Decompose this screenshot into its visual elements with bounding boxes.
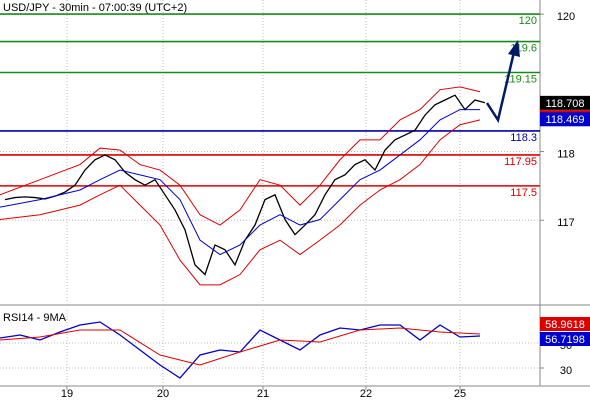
- series-line: [0, 327, 481, 366]
- x-tick-label: 21: [257, 388, 269, 400]
- y-tick-label: 117: [557, 217, 575, 229]
- x-tick-label: 25: [454, 388, 466, 400]
- level-label: 118.3: [510, 132, 537, 144]
- level-label: 119.15: [504, 73, 537, 85]
- level-label: 117.5: [510, 187, 537, 199]
- price-label: 118.469: [546, 114, 585, 126]
- arrow-head: [508, 40, 520, 57]
- y-tick-label: 120: [557, 11, 575, 23]
- projection-arrow: [485, 51, 516, 124]
- x-tick-label: 22: [360, 388, 372, 400]
- price-label-box: [540, 95, 590, 110]
- price-label-box: [540, 332, 590, 346]
- rsi-title: RSI14 - 9MA: [3, 312, 67, 324]
- series-line: [0, 109, 480, 256]
- price-label: 56.7198: [545, 334, 585, 346]
- price-label: 58.9618: [545, 319, 585, 331]
- level-label: 120: [519, 15, 537, 27]
- y-tick-label: 30: [560, 365, 572, 377]
- chart-title: USD/JPY - 30min - 07:00:39 (UTC+2): [3, 2, 187, 14]
- price-label-box: [540, 317, 590, 331]
- series-line: [0, 119, 481, 286]
- x-tick-label: 19: [61, 388, 73, 400]
- price-label: 118.708: [546, 98, 585, 110]
- price-label-box: [540, 112, 590, 127]
- level-label: 117.95: [504, 156, 537, 168]
- series-line: [0, 86, 481, 226]
- x-tick-label: 20: [157, 388, 169, 400]
- y-tick-label: 118: [557, 148, 575, 160]
